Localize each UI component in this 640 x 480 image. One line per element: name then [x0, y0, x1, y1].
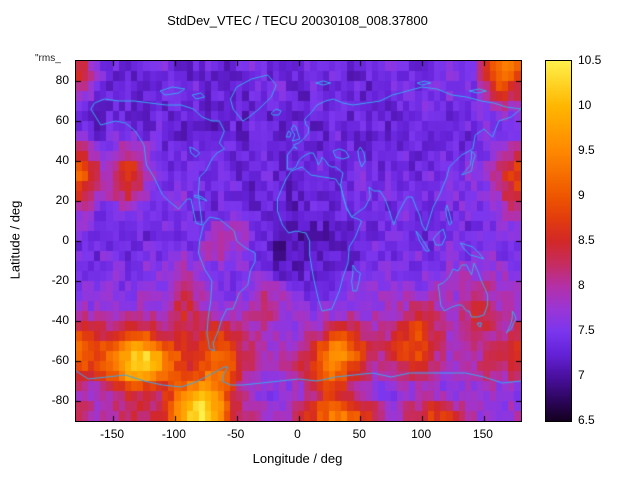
rms-corner-label: "rms_ [35, 53, 61, 64]
y-tick-label: 40 [55, 153, 69, 167]
colorbar-tick-label: 7.5 [578, 323, 595, 337]
colorbar-tick-label: 7 [578, 368, 585, 382]
y-tick-label: 20 [55, 193, 69, 207]
y-tick-label: -60 [51, 353, 69, 367]
x-tick-label: -100 [161, 427, 186, 441]
x-tick-label: 150 [472, 427, 493, 441]
heatmap-canvas [76, 61, 521, 421]
colorbar-tick-label: 10.5 [578, 53, 602, 67]
y-tick-label: 60 [55, 113, 69, 127]
x-tick-label: 0 [294, 427, 301, 441]
y-tick-label: -20 [51, 273, 69, 287]
y-tick-label: 80 [55, 73, 69, 87]
colorbar [545, 60, 572, 422]
colorbar-tick-label: 6.5 [578, 413, 595, 427]
x-tick-label: -50 [227, 427, 245, 441]
x-tick-label: 50 [352, 427, 366, 441]
y-tick-label: 0 [62, 233, 69, 247]
x-tick-label: 100 [411, 427, 432, 441]
plot-area [75, 60, 522, 422]
colorbar-tick-label: 8 [578, 278, 585, 292]
colorbar-tick-label: 10 [578, 98, 592, 112]
chart-title: StdDev_VTEC / TECU 20030108_008.37800 [167, 13, 428, 28]
x-axis-label: Longitude / deg [252, 451, 343, 466]
colorbar-canvas [546, 61, 571, 421]
colorbar-tick-label: 9.5 [578, 143, 595, 157]
x-tick-label: -150 [100, 427, 125, 441]
y-axis-label: Latitude / deg [7, 200, 23, 280]
colorbar-tick-label: 8.5 [578, 233, 595, 247]
colorbar-tick-label: 9 [578, 188, 585, 202]
y-tick-label: -40 [51, 313, 69, 327]
y-tick-label: -80 [51, 393, 69, 407]
